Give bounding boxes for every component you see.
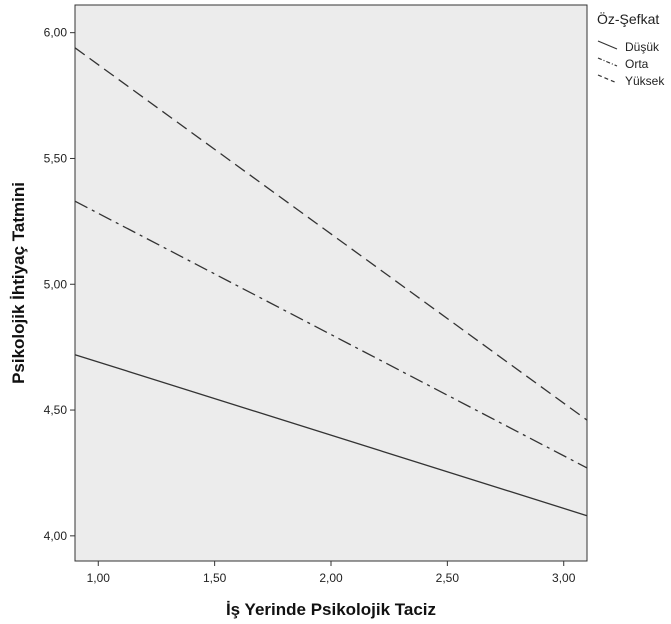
x-axis-title: İş Yerinde Psikolojik Taciz (226, 600, 436, 619)
plot-area (74, 4, 588, 562)
y-tick-label: 5,50 (44, 151, 68, 165)
x-tick-label: 3,00 (552, 571, 576, 585)
y-tick-label: 5,00 (44, 277, 68, 291)
y-tick-label: 4,00 (44, 529, 68, 543)
y-axis-title: Psikolojik İhtiyaç Tatmini (9, 182, 28, 384)
x-axis: 1,00 1,50 2,00 2,50 3,00 (87, 561, 576, 585)
y-tick-label: 4,50 (44, 403, 68, 417)
legend-swatch-3 (597, 74, 618, 84)
legend-swatch-1 (597, 40, 618, 50)
legend: Düşük Orta Yüksek (597, 40, 665, 88)
series-line-1 (74, 354, 588, 517)
series-line-3 (74, 47, 588, 421)
x-tick-label: 1,00 (87, 571, 111, 585)
y-tick-label: 6,00 (44, 26, 68, 40)
legend-swatch-2 (597, 57, 618, 67)
x-tick-label: 2,00 (319, 571, 343, 585)
legend-label-2: Orta (625, 57, 649, 71)
legend-label-3: Yüksek (625, 74, 665, 88)
series-layer (74, 47, 588, 517)
y-axis: 4,00 4,50 5,00 5,50 6,00 (44, 26, 75, 543)
x-tick-label: 2,50 (436, 571, 460, 585)
legend-label-1: Düşük (625, 40, 660, 54)
legend-title: Öz-Şefkat (597, 10, 659, 27)
x-tick-label: 1,50 (203, 571, 227, 585)
